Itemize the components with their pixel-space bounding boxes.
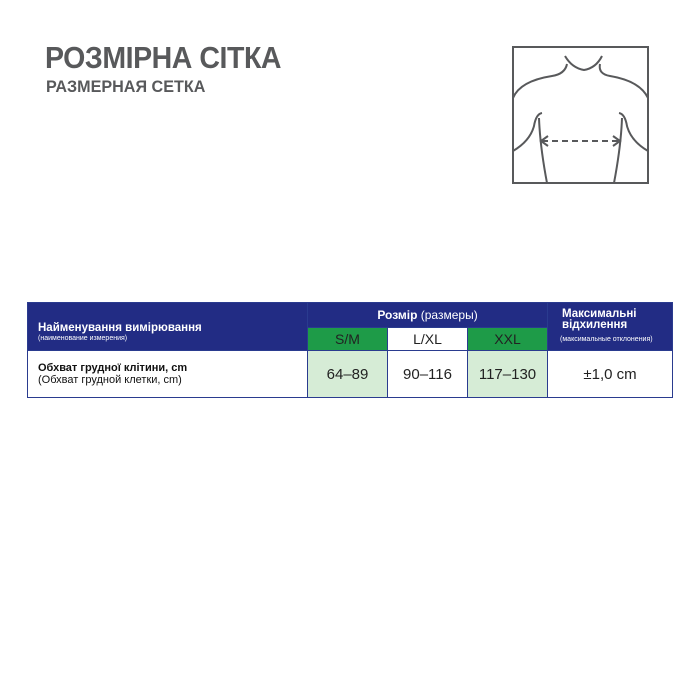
size-header: Розмір (размеры) — [306, 302, 549, 328]
deviation-value: ±1,0 cm — [547, 350, 674, 398]
size-sm: S/M — [307, 327, 388, 351]
max-deviation-header: Максимальні відхилення (максимальные отк… — [547, 302, 674, 351]
value-sm: 64–89 — [307, 350, 388, 398]
chest-measurement-icon — [512, 46, 649, 184]
table-row: Обхват грудної клітини, cm (Обхват грудно… — [27, 350, 674, 398]
size-header-text: Розмір — [377, 308, 418, 322]
name-header-sub: (наименование измерения) — [38, 334, 128, 342]
value-lxl: 90–116 — [387, 350, 468, 398]
measurement-name-text: Обхват грудної клітини, cm — [38, 362, 188, 374]
measurement-name-sub: (Обхват грудной клетки, cm) — [38, 374, 182, 386]
page-subtitle: РАЗМЕРНАЯ СЕТКА — [46, 77, 206, 96]
size-lxl: L/XL — [387, 327, 468, 351]
size-xxl: XXL — [466, 327, 549, 351]
measurement-name: Обхват грудної клітини, cm (Обхват грудно… — [27, 350, 308, 398]
name-header-text: Найменування вимірювання — [38, 321, 202, 334]
max-header-line2: відхилення — [562, 318, 628, 331]
size-table: Найменування вимірювання (наименование и… — [27, 302, 674, 398]
page-title: РОЗМІРНА СІТКА — [45, 40, 282, 75]
max-header-line1: Максимальні — [562, 307, 637, 320]
value-xxl: 117–130 — [466, 350, 549, 398]
size-header-sub: (размеры) — [420, 308, 478, 322]
max-header-sub: (максимальные отклонения) — [560, 335, 653, 343]
measurement-name-header: Найменування вимірювання (наименование и… — [27, 302, 308, 351]
